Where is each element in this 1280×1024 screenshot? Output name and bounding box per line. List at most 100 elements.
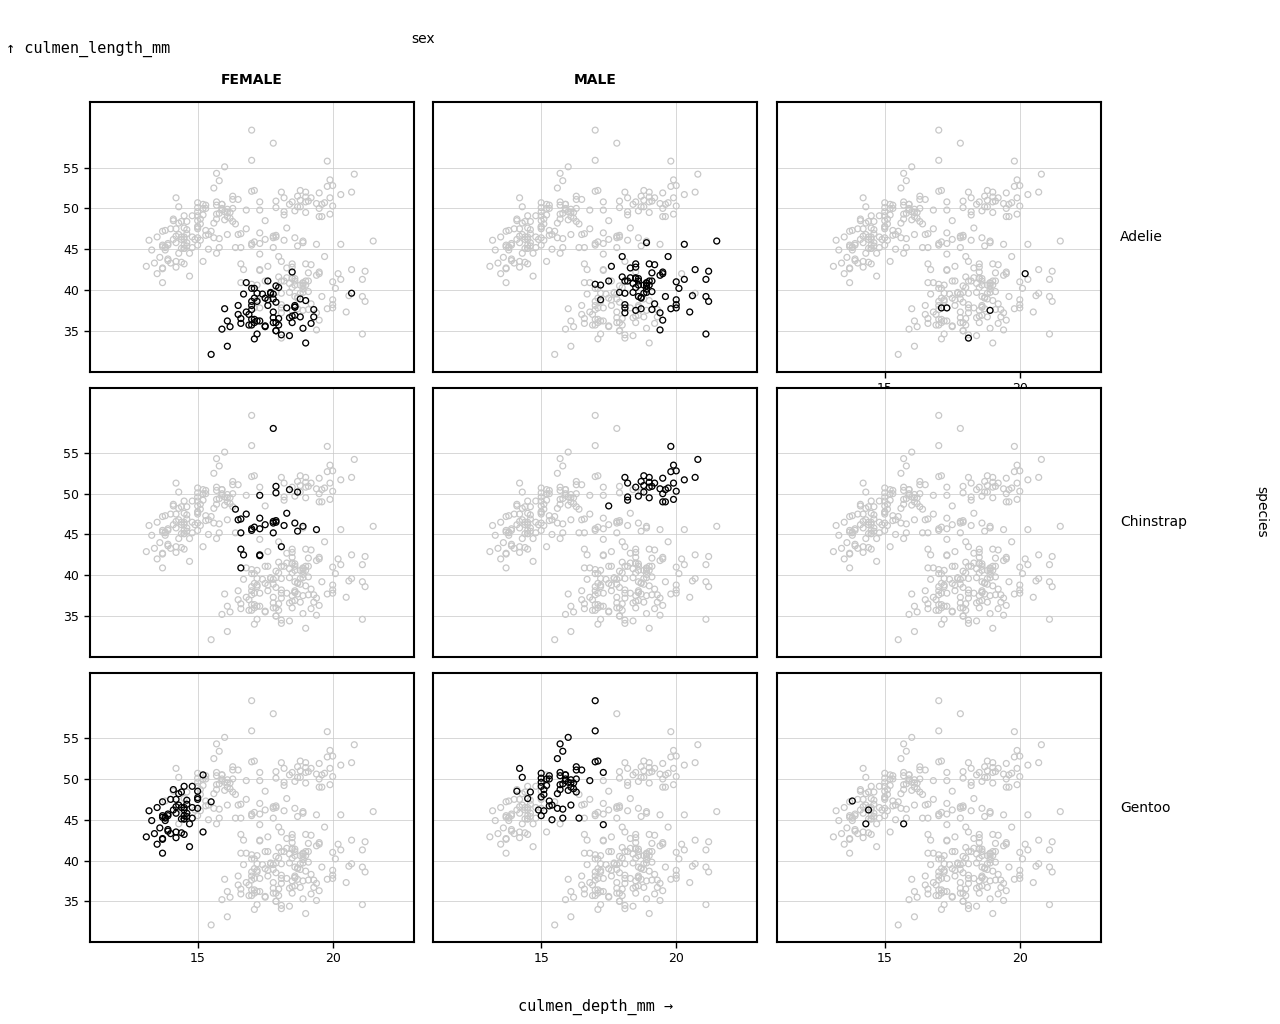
Point	[883, 222, 904, 239]
Point	[187, 488, 207, 505]
Point	[644, 475, 664, 492]
Point	[623, 855, 644, 871]
Point	[945, 297, 965, 313]
Point	[293, 560, 314, 577]
Point	[218, 772, 238, 788]
Point	[150, 820, 170, 837]
Point	[242, 301, 262, 317]
Point	[260, 285, 280, 301]
Point	[855, 816, 876, 833]
Point	[864, 499, 884, 515]
Point	[544, 508, 564, 524]
Point	[585, 183, 605, 200]
Point	[617, 774, 637, 791]
Point	[607, 286, 627, 302]
Point	[242, 867, 262, 884]
Point	[609, 608, 630, 625]
Point	[861, 525, 882, 542]
Point	[575, 826, 595, 843]
Point	[561, 797, 581, 813]
Point	[859, 514, 879, 530]
Point	[517, 808, 538, 824]
Point	[707, 518, 727, 535]
Point	[918, 596, 938, 612]
Point	[266, 798, 287, 814]
Point	[172, 800, 192, 816]
Point	[541, 812, 562, 828]
Point	[650, 892, 671, 908]
Point	[607, 856, 627, 872]
Point	[191, 786, 211, 803]
Point	[955, 840, 975, 856]
Point	[653, 494, 673, 510]
Point	[568, 786, 589, 803]
Point	[920, 856, 941, 872]
Point	[972, 584, 992, 600]
Point	[266, 608, 287, 625]
Point	[179, 245, 200, 261]
Point	[614, 272, 635, 289]
Point	[959, 856, 979, 872]
Point	[230, 796, 251, 812]
Point	[991, 594, 1011, 610]
Point	[590, 864, 611, 881]
Point	[262, 515, 283, 531]
Point	[599, 318, 620, 335]
Point	[284, 556, 305, 572]
Point	[536, 201, 557, 217]
Point	[1042, 548, 1062, 564]
Point	[177, 796, 197, 812]
Point	[247, 577, 268, 593]
Point	[512, 500, 532, 516]
Point	[550, 211, 571, 227]
Point	[840, 845, 860, 861]
Point	[266, 855, 287, 871]
Point	[566, 499, 586, 515]
Point	[174, 808, 195, 824]
Point	[177, 213, 197, 229]
Point	[874, 765, 895, 781]
Point	[859, 802, 879, 818]
Point	[641, 478, 662, 495]
Point	[1039, 556, 1060, 572]
Point	[244, 600, 265, 616]
Point	[544, 632, 564, 648]
Point	[282, 256, 302, 272]
Point	[296, 489, 316, 506]
Point	[628, 289, 649, 305]
Point	[223, 759, 243, 775]
Point	[550, 530, 571, 547]
Point	[509, 234, 530, 251]
Point	[282, 564, 302, 581]
Point	[223, 783, 243, 800]
Point	[631, 289, 652, 305]
Point	[964, 585, 984, 601]
Point	[867, 530, 887, 547]
Point	[969, 270, 989, 287]
Point	[901, 774, 922, 791]
Point	[699, 864, 719, 881]
Point	[932, 851, 952, 867]
Point	[169, 215, 189, 231]
Point	[908, 775, 928, 792]
Point	[193, 197, 214, 213]
Point	[869, 208, 890, 224]
Point	[301, 600, 321, 616]
Point	[950, 291, 970, 307]
Point	[607, 810, 627, 826]
Point	[247, 292, 268, 308]
Point	[602, 272, 622, 289]
Point	[298, 264, 319, 281]
Point	[242, 723, 262, 739]
Point	[850, 496, 870, 512]
Point	[284, 270, 305, 287]
Point	[531, 808, 552, 824]
Point	[959, 558, 979, 574]
Point	[979, 560, 1000, 577]
Point	[308, 771, 329, 787]
Point	[872, 231, 892, 248]
Point	[187, 493, 207, 509]
Point	[541, 526, 562, 543]
Point	[934, 326, 955, 342]
Point	[291, 276, 311, 293]
